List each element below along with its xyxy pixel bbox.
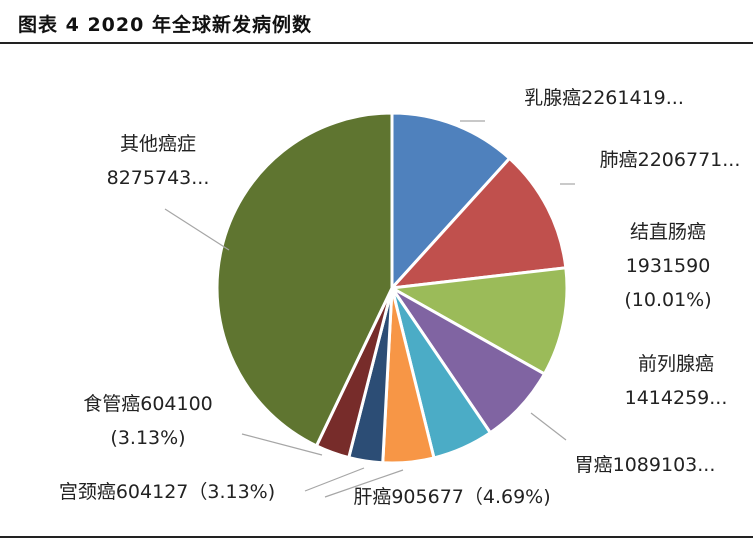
pie-slice-1 <box>390 111 512 292</box>
leader-line-5 <box>530 412 567 441</box>
bottom-rule <box>0 536 753 538</box>
pie-slice-9 <box>215 111 394 448</box>
top-rule <box>0 42 753 44</box>
pie-slice-3 <box>387 266 569 377</box>
slice-label-1-line-1: 乳腺癌2261419... <box>524 87 684 109</box>
slice-label-3-line-3: (10.01%) <box>624 289 711 311</box>
leader-line-6 <box>324 469 404 498</box>
slice-label-9-line-2: 8275743... <box>107 167 210 189</box>
slice-label-5-line-1: 胃癌1089103... <box>575 454 716 476</box>
figure-title: 图表 4 2020 年全球新发病例数 <box>18 14 312 36</box>
leader-line-7 <box>304 467 365 492</box>
slice-label-3-line-1: 结直肠癌 <box>630 221 706 243</box>
slice-label-8-line-1: 食管癌604100 <box>83 393 213 415</box>
leader-line-8 <box>241 433 323 456</box>
slice-label-3-line-2: 1931590 <box>626 255 711 277</box>
slice-label-8-line-2: (3.13%) <box>110 427 185 449</box>
slice-label-4-line-1: 前列腺癌 <box>638 353 714 375</box>
slice-label-2-line-1: 肺癌2206771... <box>600 149 741 171</box>
slice-label-4-line-2: 1414259... <box>625 387 728 409</box>
slice-label-9-line-1: 其他癌症 <box>120 133 196 155</box>
slice-label-6-line-1: 肝癌905677（4.69%) <box>353 486 550 508</box>
slice-label-7-line-1: 宫颈癌604127（3.13%) <box>59 481 275 503</box>
leader-line-9 <box>164 208 230 251</box>
pie-slice-2 <box>388 156 568 290</box>
